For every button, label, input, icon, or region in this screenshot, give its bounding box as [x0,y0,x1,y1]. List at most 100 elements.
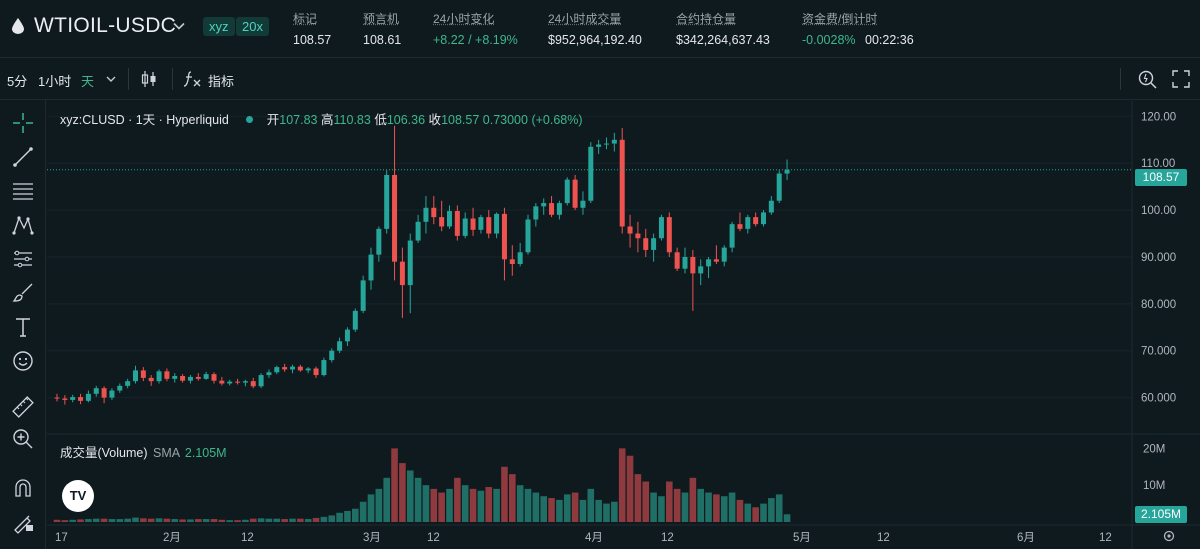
candle-body [611,139,617,144]
time-tick-label: 17 [55,532,68,544]
stat-24h-volume: 24小时成交量 $952,964,192.40 [548,10,642,47]
quick-search-icon[interactable] [1136,68,1158,90]
candle-body [140,370,146,378]
candle-body [85,393,91,401]
volume-bar [587,488,595,522]
candle-body [235,381,241,383]
candle-body [164,371,170,379]
candle-type-icon[interactable] [138,68,160,90]
lock-draw-icon[interactable] [11,510,35,534]
price-tick-label: 80.000 [1141,299,1176,311]
volume-bar [116,519,124,522]
volume-bar [179,519,186,522]
candle-body [187,376,193,381]
candle-body [745,217,751,229]
time-tick-label: 2月 [163,532,181,544]
stat-24h-volume-value: $952,964,192.40 [548,33,642,47]
volume-bar [705,492,712,522]
magnet-icon[interactable] [11,476,35,500]
volume-bar [728,492,736,522]
volume-bar [53,519,61,522]
interval-chevron-down-icon[interactable] [102,70,120,88]
volume-label[interactable]: 成交量(Volume) [60,446,148,460]
volume-bar [461,485,469,522]
volume-bar [202,519,210,522]
legend-open-label: 开 [266,113,280,127]
candle-body [78,397,84,401]
price-tick-label: 60.000 [1141,393,1176,405]
indicators-fx-icon[interactable] [182,68,204,90]
ruler-icon[interactable] [11,395,35,419]
symbol-title[interactable]: WTIOIL-USDC [34,14,177,37]
volume-bar [383,477,390,522]
legend-high-value: 110.83 [333,113,371,127]
legend-low-value: 106.36 [386,113,426,127]
volume-bar [132,517,139,522]
chart-settings-gear-icon[interactable] [1163,530,1175,542]
crosshair-icon[interactable] [11,111,35,135]
text-icon[interactable] [11,315,35,339]
volume-axis[interactable]: 20M 10M [1143,443,1165,492]
volume-bar [485,487,493,522]
candle-body [753,217,759,225]
price-tick-label: 110.00 [1141,158,1175,170]
stat-oracle: 预言机 108.61 [363,10,401,47]
time-tick-label: 4月 [585,532,603,544]
candle-body [399,261,405,286]
time-tick-label: 6月 [1017,532,1035,544]
price-tick-label: 120.00 [1141,111,1176,123]
chart-grid [47,101,1200,549]
candle-body [250,381,256,387]
volume-bar [509,474,516,522]
volume-bar [650,492,657,522]
stat-funding: 资金费/倒计时 -0.0028% 00:22:36 [802,10,914,47]
tradingview-logo[interactable]: TV [62,480,94,512]
fib-icon[interactable] [11,179,35,203]
volume-bar [77,519,84,522]
candle-body [376,228,382,255]
stat-24h-change-value: +8.22 / +8.19% [433,33,518,47]
price-axis[interactable]: 120.00 110.00 100.00 90.000 80.000 70.000 60.0… [1141,111,1176,404]
candle-body [54,397,60,399]
volume-bar [226,520,233,522]
candle-body [219,380,225,384]
candle-body [721,247,727,262]
legend-symbol[interactable]: xyz:CLUSD · 1天 · Hyperliquid [60,113,229,127]
volume-bar [391,448,398,522]
brush-icon[interactable] [11,281,35,305]
volume-bar [320,516,328,522]
volume-bar [163,518,171,522]
measure-lines-icon[interactable] [11,247,35,271]
candle-body [556,203,562,215]
volume-bar [760,503,767,522]
interval-1h-button[interactable]: 1小时 [38,74,72,89]
chevron-down-icon[interactable] [172,19,186,33]
stat-mark: 标记 108.57 [293,10,331,47]
volume-bar [658,496,665,522]
trend-line-icon[interactable] [11,145,35,169]
volume-bar [297,518,304,522]
market-header: WTIOIL-USDC xyz 20x 标记 108.57 预言机 108.61… [0,0,1200,58]
interval-5m-button[interactable]: 5分 [7,74,28,89]
indicators-button[interactable]: 指标 [208,74,235,89]
pattern-icon[interactable] [11,213,35,237]
candle-body [706,259,712,267]
zoom-in-icon[interactable] [11,427,35,451]
emoji-icon[interactable] [11,349,35,373]
volume-bar [579,499,587,522]
volume-bar [210,519,218,522]
volume-bar [611,501,618,522]
candle-body [517,252,523,264]
candle-body [423,207,429,222]
candle-body [470,218,476,230]
time-axis[interactable]: 17 2月 12 3月 12 4月 12 5月 12 6月 12 [55,530,1175,545]
candle-body [242,381,248,383]
volume-bar [187,519,194,522]
interval-day-button[interactable]: 天 [81,74,95,89]
fullscreen-icon[interactable] [1170,68,1192,90]
volume-bar [783,514,791,522]
candle-body [478,217,484,230]
stat-funding-countdown: 00:22:36 [865,33,914,47]
price-chart[interactable]: 120.00 110.00 100.00 90.000 80.000 70.000 60.0… [47,101,1200,549]
candle-body [666,217,672,253]
